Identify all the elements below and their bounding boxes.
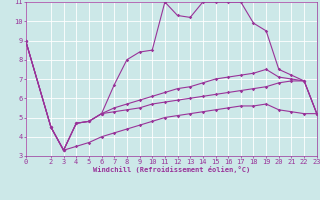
X-axis label: Windchill (Refroidissement éolien,°C): Windchill (Refroidissement éolien,°C) xyxy=(92,166,250,173)
